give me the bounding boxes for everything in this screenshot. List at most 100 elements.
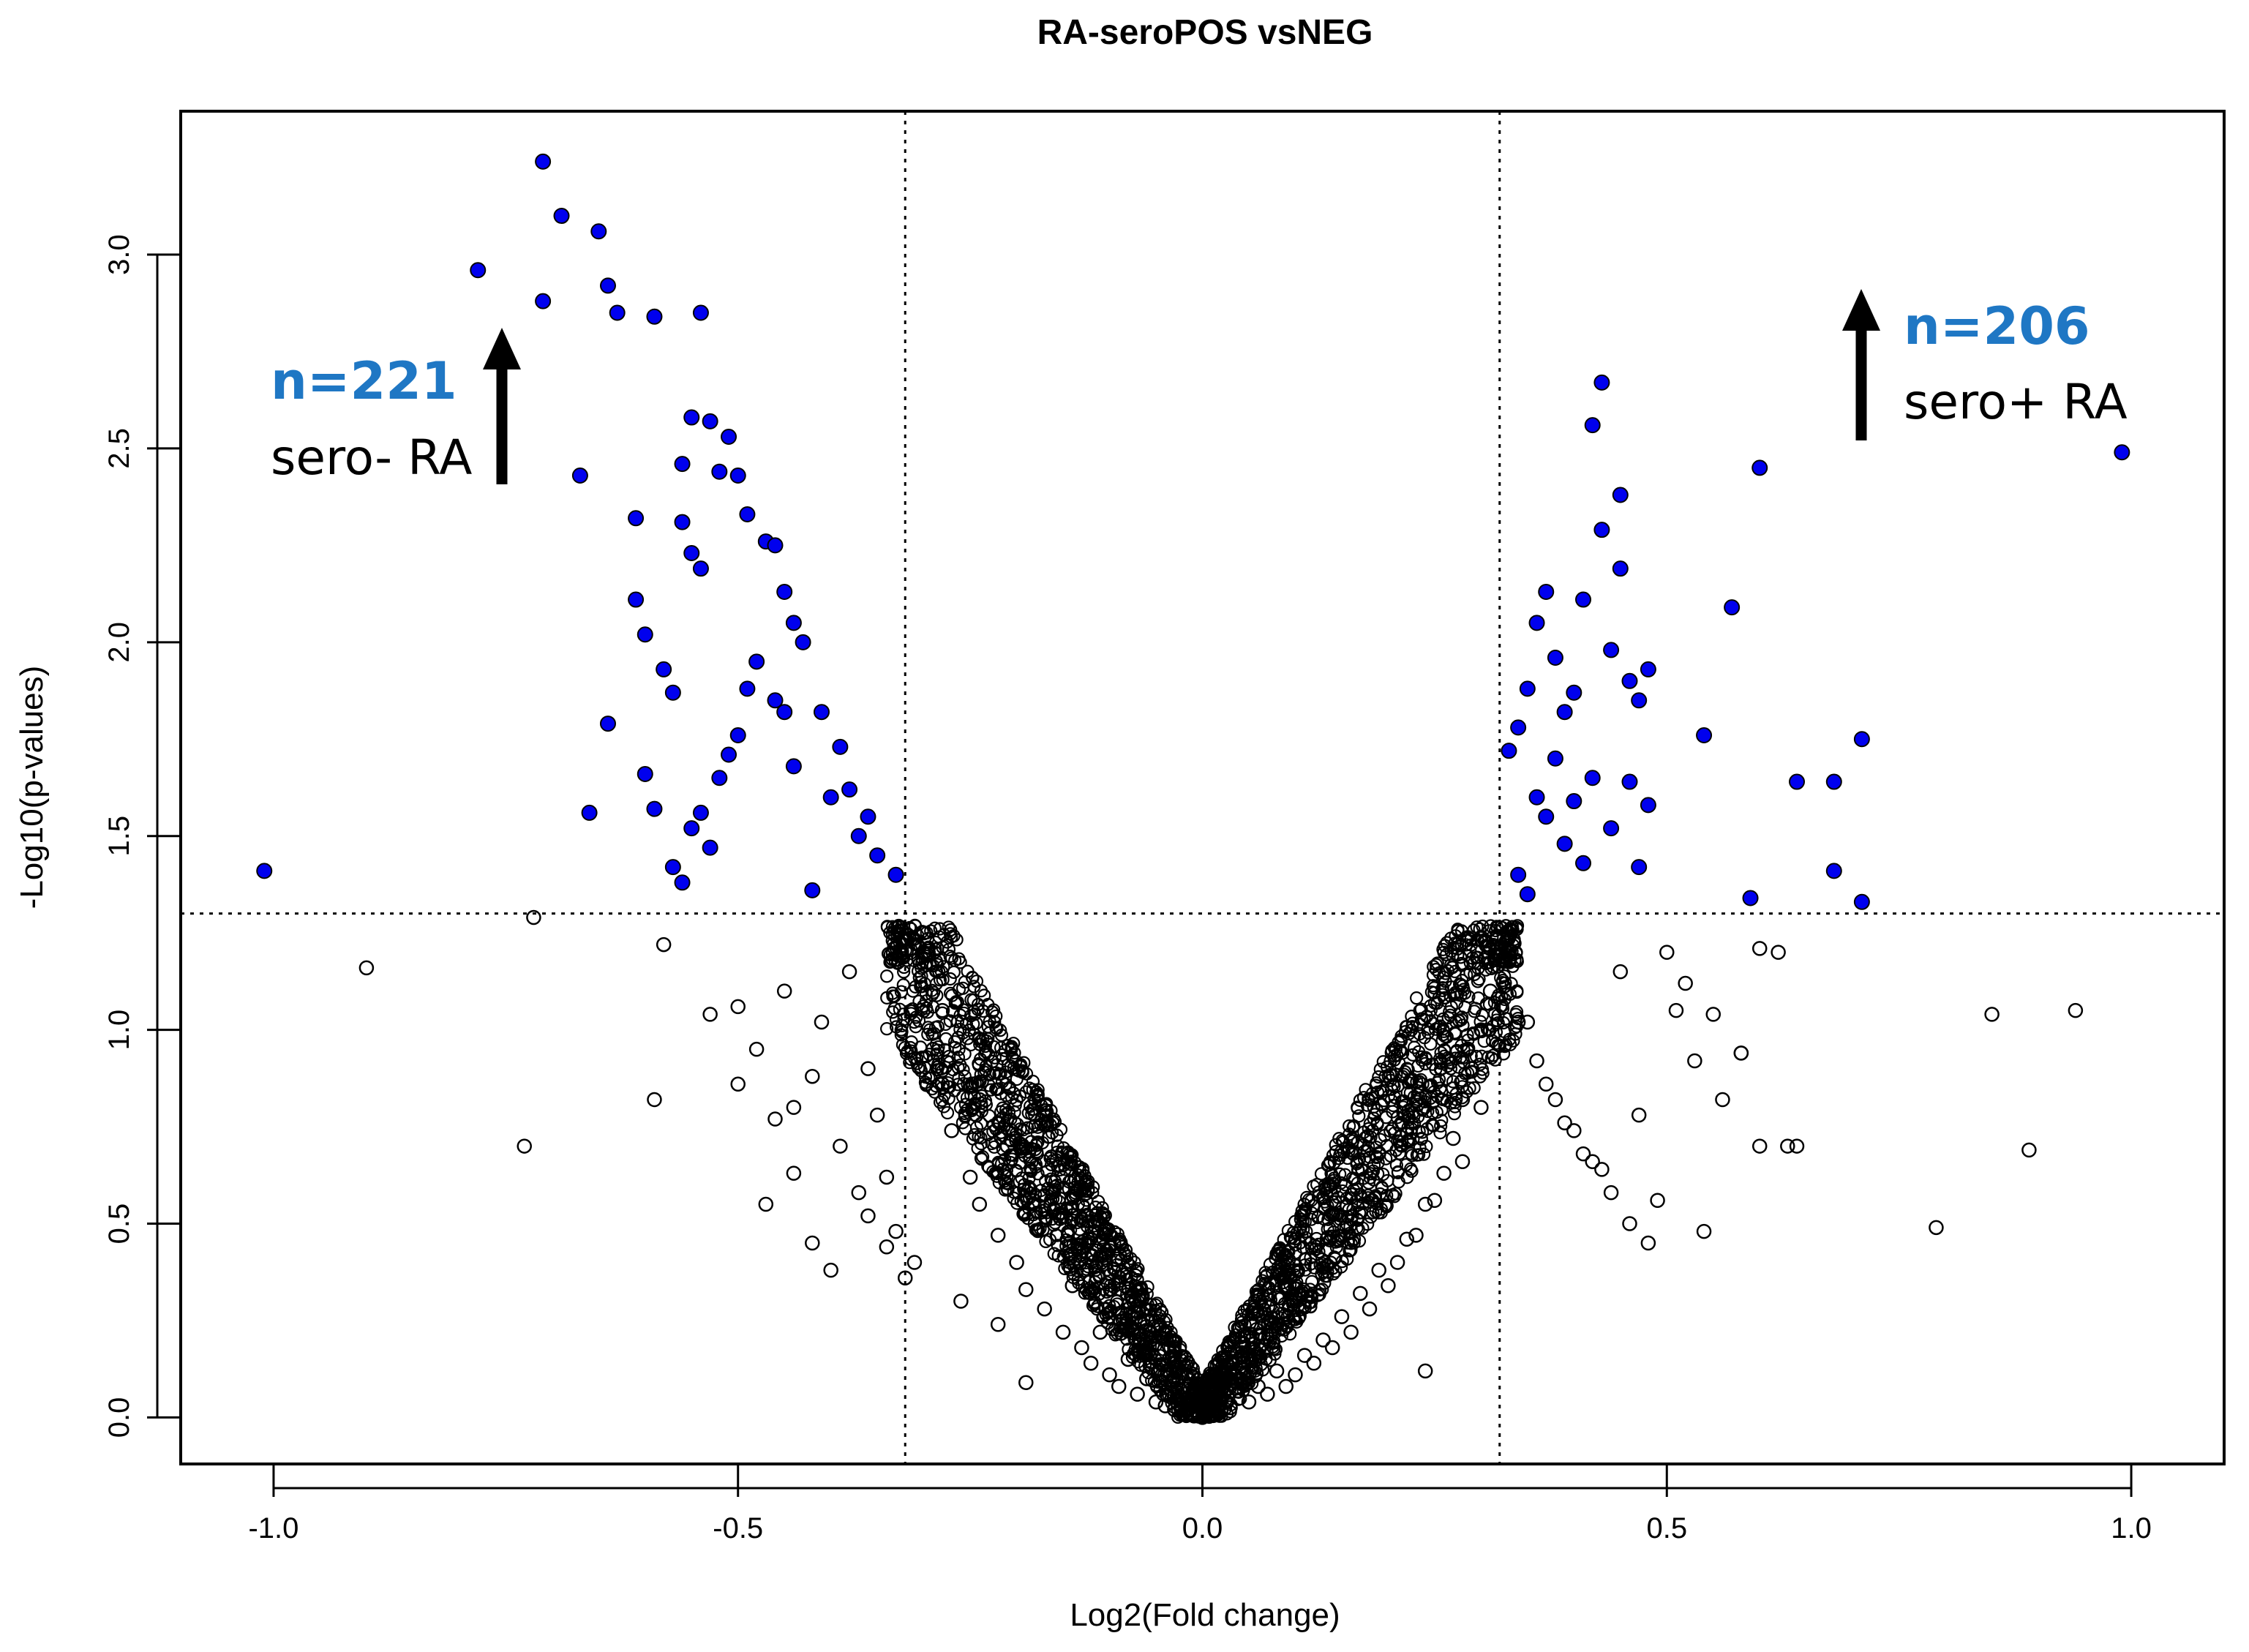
density-point [1245,1376,1259,1391]
density-point [1509,1027,1523,1041]
density-point [1075,1234,1089,1249]
data-point [776,983,792,999]
density-point [977,988,991,1002]
data-point [1984,1007,2000,1022]
data-point [1408,1228,1424,1243]
density-point [933,922,947,936]
density-point [1065,1189,1080,1204]
significant-data-point [692,804,709,821]
density-point [1338,1178,1353,1192]
density-point [999,1077,1013,1092]
density-point [1133,1325,1147,1340]
density-point [1024,1182,1038,1196]
density-point [920,958,934,973]
density-point [918,1075,933,1089]
threshold-lines [181,111,2224,1464]
density-point [1288,1214,1302,1228]
density-point [1441,1059,1454,1073]
density-point [966,1017,980,1031]
significant-data-point [1724,599,1741,616]
data-point [1454,1154,1471,1170]
density-point [1041,1182,1055,1195]
density-point [1353,1206,1367,1220]
significant-data-point [1603,820,1620,837]
density-point [980,1034,994,1048]
density-point [1114,1247,1127,1261]
significant-data-point [590,223,607,240]
density-point [920,1001,934,1015]
density-point [943,927,958,941]
density-point [899,927,913,941]
density-point [1113,1283,1127,1296]
density-point [940,1105,955,1120]
significant-data-point [470,262,487,279]
density-point [932,1076,946,1090]
density-point [1334,1145,1348,1159]
density-point [1313,1288,1326,1302]
density-point [1005,1091,1019,1105]
data-point [1547,1092,1563,1108]
density-point [1266,1304,1280,1318]
density-point [1160,1321,1174,1334]
significant-data-point [609,304,626,321]
data-point [990,1317,1006,1332]
data-point [1037,1301,1052,1317]
density-point [1291,1299,1305,1313]
data-point [1640,1235,1656,1251]
density-point [1311,1211,1325,1225]
significant-data-point [1566,793,1582,810]
data-point [1343,1324,1359,1340]
density-point [976,1150,990,1164]
significant-data-point [1742,890,1759,906]
density-point [1398,1025,1413,1039]
density-point [1402,1113,1416,1127]
density-point [1326,1187,1340,1201]
y-tick-label: 2.5 [103,428,135,469]
significant-data-point [256,863,273,879]
density-point [1247,1336,1261,1350]
significant-data-point [711,463,728,480]
density-point [1405,1023,1419,1037]
density-point [1404,1162,1418,1176]
data-point [1399,1231,1415,1247]
density-point [1127,1255,1141,1269]
density-point [1483,942,1497,956]
density-point [1318,1276,1332,1290]
significant-data-point [1510,866,1527,883]
data-point [1009,1255,1024,1270]
density-point [1141,1347,1155,1361]
density-point [1014,1058,1028,1072]
data-point [1083,1356,1099,1371]
density-point [1510,922,1524,936]
y-tick-label: 0.0 [103,1397,135,1438]
x-tick-label: 0.5 [1646,1512,1687,1544]
data-point [1529,1053,1544,1069]
density-point [973,1052,988,1066]
significant-data-point [664,859,681,876]
density-point [1352,1109,1366,1123]
density-point [1281,1223,1295,1238]
density-point [1234,1365,1248,1380]
density-point [1420,1122,1434,1136]
density-point [1399,1158,1413,1172]
density-point [1088,1275,1102,1289]
significant-data-point [1538,808,1555,825]
data-point [1751,1138,1768,1154]
density-point [1386,1105,1400,1119]
density-point [1153,1375,1167,1389]
density-point [1360,1098,1374,1112]
annotation-right-label: sero+ RA [1904,374,2128,430]
density-point [1433,1126,1447,1140]
density-point [920,926,934,940]
significant-data-point [581,804,598,821]
density-point [953,1022,967,1037]
density-point [1427,981,1441,995]
density-point [1032,1094,1045,1108]
density-point [1094,1210,1108,1224]
significant-data-point [767,692,784,709]
density-point [1331,1233,1345,1247]
density-point [896,923,909,936]
significant-data-point [776,704,793,721]
density-point [1169,1334,1183,1348]
density-point [1024,1161,1037,1175]
